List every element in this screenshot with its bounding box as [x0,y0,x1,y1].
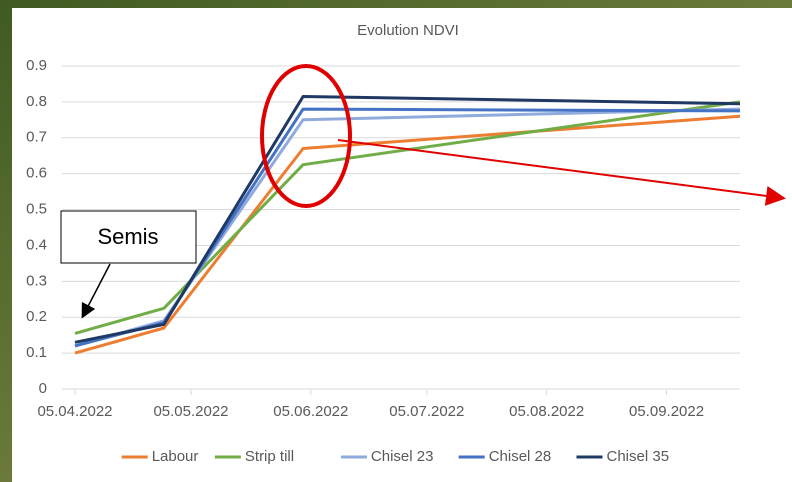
y-tick-label: 0 [39,380,47,397]
y-tick-label: 0.7 [26,129,47,146]
x-tick-label: 05.04.2022 [37,403,112,420]
legend-label: Chisel 23 [371,448,434,465]
x-tick-label: 05.07.2022 [389,403,464,420]
y-tick-label: 0.6 [26,165,47,182]
chart-title: Evolution NDVI [357,22,459,39]
page: {"chart_data": {"type": "line", "title":… [0,0,792,482]
legend-label: Chisel 28 [489,448,552,465]
x-tick-label: 05.09.2022 [629,403,704,420]
y-tick-label: 0.5 [26,201,47,218]
y-tick-label: 0.1 [26,344,47,361]
x-tick-label: 05.08.2022 [509,403,584,420]
legend-label: Labour [152,448,199,465]
y-tick-label: 0.8 [26,93,47,110]
chart: Evolution NDVI 0 0.1 0.2 0.3 0.4 0.5 0.6 0.7 0.8… [0,0,792,482]
y-tick-label: 0.9 [26,57,47,74]
x-tick-label: 05.06.2022 [273,403,348,420]
legend-label: Strip till [245,448,294,465]
y-tick-label: 0.4 [26,236,47,253]
annotation: Semis [97,224,158,249]
y-tick-label: 0.2 [26,308,47,325]
legend-label: Chisel 35 [607,448,670,465]
x-tick-label: 05.05.2022 [153,403,228,420]
y-tick-label: 0.3 [26,272,47,289]
